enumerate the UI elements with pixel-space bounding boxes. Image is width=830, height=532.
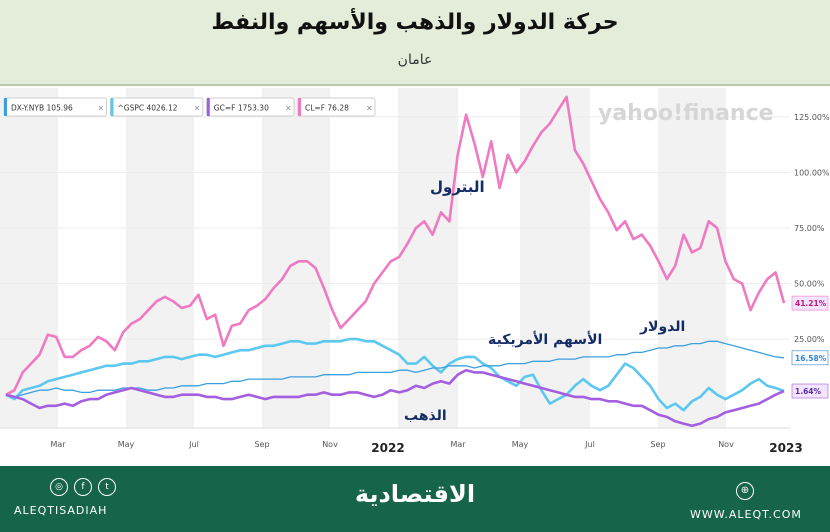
x-tick-label: 2023: [769, 441, 802, 455]
end-value-label: 41.21%: [795, 299, 827, 308]
legend-label: CL=F 76.28: [305, 104, 349, 113]
annotation-label: الأسهم الأمريكية: [488, 331, 602, 348]
annotation-label: الذهب: [404, 408, 447, 424]
series-line-cl-f: [5, 95, 786, 396]
line-chart: 125.00% 100.00% 75.00% 50.00% 25.00% yahoo!fi…: [0, 88, 830, 466]
brand-logo: الاقتصادية: [354, 480, 476, 508]
series-line-gc-f: [5, 368, 785, 428]
month-band: [126, 88, 194, 428]
end-value-tag: [791, 295, 829, 311]
legend-label: ^GSPC 4026.12: [118, 104, 178, 113]
x-tick-label: Sep: [254, 440, 269, 449]
legend-close-icon[interactable]: ×: [194, 104, 201, 113]
legend-color-swatch: [4, 98, 7, 116]
page-title: حركة الدولار والذهب والأسهم والنفط: [211, 10, 619, 35]
end-value-label: 1.64%: [795, 387, 822, 396]
month-band: [398, 88, 458, 428]
header-banner: حركة الدولار والذهب والأسهم والنفط عامان: [0, 0, 830, 86]
end-value-tag: [791, 383, 829, 399]
social-block: ◎ f t ALEQTISADIAH: [14, 478, 134, 517]
social-handle: ALEQTISADIAH: [14, 504, 108, 517]
annotation-label: البترول: [430, 178, 485, 196]
legend-color-swatch: [110, 98, 114, 116]
x-tick-label: Nov: [322, 440, 338, 449]
end-value-tag: [791, 350, 829, 366]
chart-area: 125.00% 100.00% 75.00% 50.00% 25.00% yahoo!fi…: [0, 88, 830, 466]
y-tick-label: 50.00%: [794, 280, 825, 289]
x-tick-label: Mar: [450, 440, 466, 449]
legend-color-swatch: [206, 98, 210, 116]
footer-bar: ◎ f t ALEQTISADIAH الاقتصادية ⊕ WWW.ALEQ…: [0, 466, 830, 532]
month-band: [520, 88, 590, 428]
x-tick-label: Nov: [718, 440, 734, 449]
facebook-icon[interactable]: f: [74, 478, 92, 496]
month-band: [658, 88, 726, 428]
series-line--gspc: [5, 337, 785, 412]
legend-close-icon[interactable]: ×: [285, 104, 292, 113]
legend-color-swatch: [298, 98, 301, 116]
x-tick-label: Jul: [188, 440, 199, 449]
x-tick-label: 2022: [371, 441, 404, 455]
y-tick-label: 25.00%: [794, 335, 825, 344]
end-value-label: 16.58%: [795, 354, 827, 363]
y-tick-label: 125.00%: [794, 113, 830, 122]
yahoo-finance-watermark: yahoo!finance: [598, 101, 774, 126]
x-tick-label: Sep: [650, 440, 665, 449]
legend-close-icon[interactable]: ×: [98, 104, 105, 113]
instagram-icon[interactable]: ◎: [50, 478, 68, 496]
x-tick-label: Mar: [50, 440, 66, 449]
annotation-label: الدولار: [639, 319, 685, 335]
page-subtitle: عامان: [397, 52, 433, 68]
globe-icon: ⊕: [736, 482, 754, 500]
month-band: [262, 88, 330, 428]
legend-label: DX-Y.NYB 105.96: [11, 104, 73, 113]
y-tick-label: 75.00%: [794, 224, 825, 233]
legend-label: GC=F 1753.30: [214, 104, 269, 113]
website-block: ⊕ WWW.ALEQT.COM: [690, 478, 802, 521]
legend-close-icon[interactable]: ×: [366, 104, 373, 113]
y-tick-label: 100.00%: [794, 168, 830, 177]
website-url[interactable]: WWW.ALEQT.COM: [690, 508, 802, 521]
x-tick-label: Jul: [584, 440, 595, 449]
x-tick-label: May: [512, 440, 529, 449]
twitter-icon[interactable]: t: [98, 478, 116, 496]
y-axis-panel: [790, 88, 830, 466]
x-tick-label: May: [118, 440, 135, 449]
month-band: [0, 88, 58, 428]
